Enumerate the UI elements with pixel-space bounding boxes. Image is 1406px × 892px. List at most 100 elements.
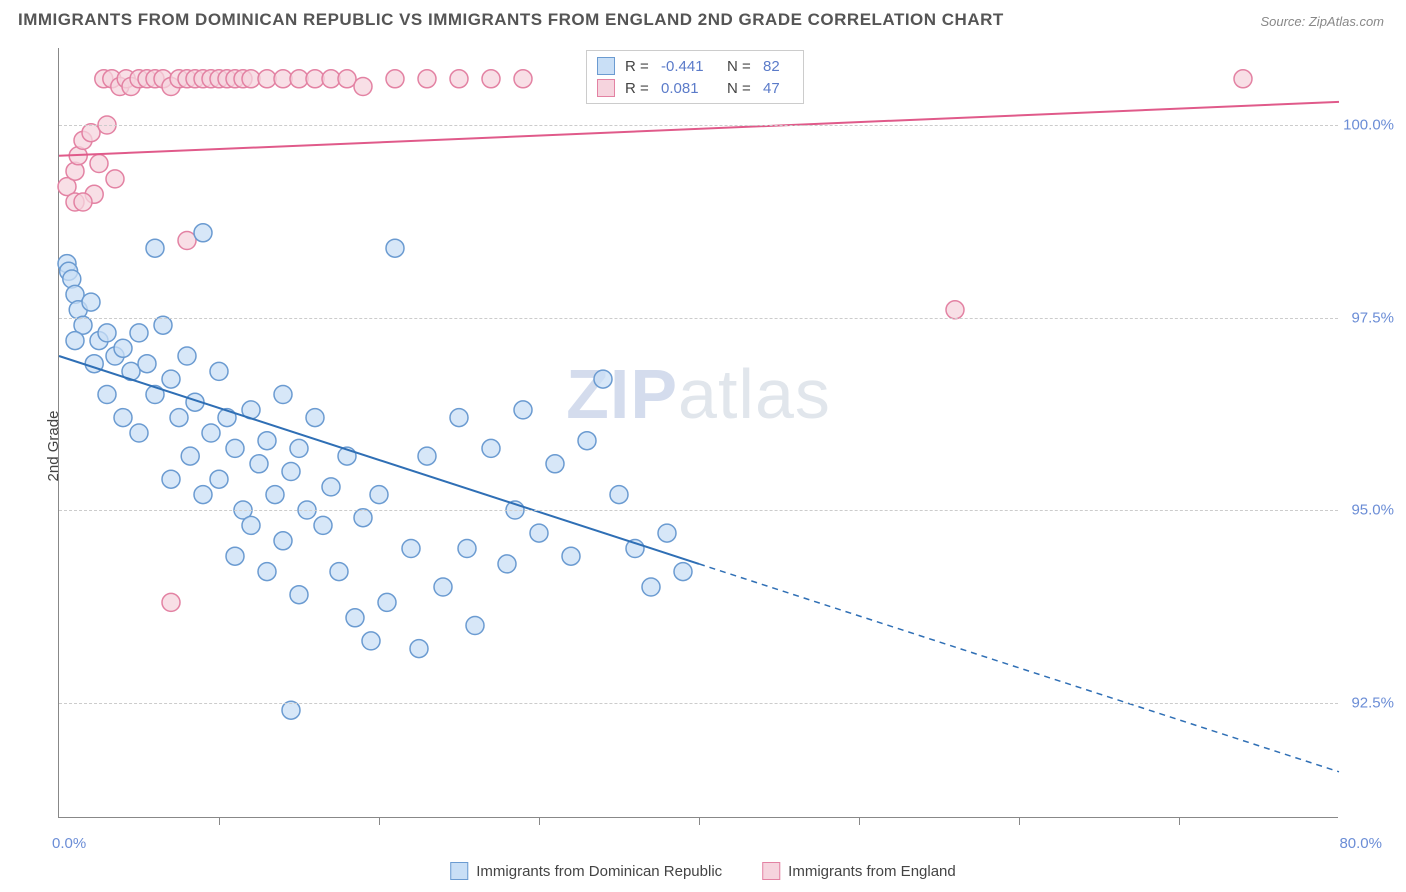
marker-dr	[98, 324, 116, 342]
swatch-dr	[450, 862, 468, 880]
corr-R-label: R =	[625, 58, 655, 75]
corr-R-value-en: 0.081	[661, 80, 721, 97]
xtick	[219, 817, 220, 825]
marker-en	[106, 170, 124, 188]
marker-en	[482, 70, 500, 88]
xlim-min-label: 0.0%	[52, 835, 86, 852]
marker-dr	[210, 470, 228, 488]
marker-dr	[194, 486, 212, 504]
marker-dr	[114, 409, 132, 427]
marker-dr	[658, 524, 676, 542]
marker-dr	[314, 516, 332, 534]
legend-label-dr: Immigrants from Dominican Republic	[476, 863, 722, 880]
chart-svg	[59, 48, 1338, 817]
xtick	[1019, 817, 1020, 825]
marker-dr	[266, 486, 284, 504]
marker-dr	[210, 362, 228, 380]
marker-dr	[194, 224, 212, 242]
swatch-en	[762, 862, 780, 880]
marker-dr	[378, 593, 396, 611]
marker-dr	[610, 486, 628, 504]
marker-dr	[370, 486, 388, 504]
marker-dr	[530, 524, 548, 542]
marker-dr	[282, 463, 300, 481]
marker-dr	[130, 424, 148, 442]
marker-dr	[282, 701, 300, 719]
corr-N-label: N =	[727, 58, 757, 75]
marker-dr	[170, 409, 188, 427]
marker-dr	[130, 324, 148, 342]
marker-en	[90, 155, 108, 173]
marker-dr	[546, 455, 564, 473]
marker-dr	[138, 355, 156, 373]
marker-dr	[514, 401, 532, 419]
marker-en	[450, 70, 468, 88]
xtick	[539, 817, 540, 825]
marker-en	[338, 70, 356, 88]
marker-dr	[578, 432, 596, 450]
marker-dr	[242, 516, 260, 534]
marker-dr	[258, 432, 276, 450]
marker-dr	[330, 563, 348, 581]
marker-dr	[450, 409, 468, 427]
marker-dr	[466, 617, 484, 635]
corr-swatch-en	[597, 79, 615, 97]
ytick-label: 92.5%	[1351, 694, 1394, 711]
marker-dr	[498, 555, 516, 573]
marker-en	[514, 70, 532, 88]
marker-en	[82, 124, 100, 142]
xtick	[379, 817, 380, 825]
marker-dr	[114, 339, 132, 357]
marker-dr	[410, 640, 428, 658]
marker-dr	[346, 609, 364, 627]
marker-dr	[290, 439, 308, 457]
chart-source: Source: ZipAtlas.com	[1260, 14, 1384, 29]
marker-dr	[178, 347, 196, 365]
xtick	[699, 817, 700, 825]
corr-N-value-dr: 82	[763, 58, 793, 75]
marker-dr	[162, 370, 180, 388]
marker-dr	[181, 447, 199, 465]
corr-R-value-dr: -0.441	[661, 58, 721, 75]
marker-en	[162, 593, 180, 611]
marker-dr	[434, 578, 452, 596]
ytick-label: 100.0%	[1343, 117, 1394, 134]
correlation-box: R =-0.441N =82R =0.081N =47	[586, 50, 804, 104]
marker-dr	[642, 578, 660, 596]
marker-dr	[202, 424, 220, 442]
corr-R-label: R =	[625, 80, 655, 97]
corr-swatch-dr	[597, 57, 615, 75]
marker-en	[1234, 70, 1252, 88]
marker-dr	[66, 332, 84, 350]
xtick	[1179, 817, 1180, 825]
marker-en	[74, 193, 92, 211]
marker-dr	[298, 501, 316, 519]
corr-N-label: N =	[727, 80, 757, 97]
marker-en	[418, 70, 436, 88]
marker-dr	[674, 563, 692, 581]
marker-dr	[82, 293, 100, 311]
legend-item-en: Immigrants from England	[762, 862, 956, 880]
xlim-max-label: 80.0%	[1339, 835, 1382, 852]
marker-dr	[98, 386, 116, 404]
marker-dr	[290, 586, 308, 604]
marker-dr	[402, 540, 420, 558]
marker-dr	[354, 509, 372, 527]
marker-dr	[226, 547, 244, 565]
legend-item-dr: Immigrants from Dominican Republic	[450, 862, 722, 880]
legend-label-en: Immigrants from England	[788, 863, 956, 880]
marker-dr	[562, 547, 580, 565]
marker-en	[386, 70, 404, 88]
marker-dr	[322, 478, 340, 496]
marker-dr	[418, 447, 436, 465]
marker-dr	[274, 386, 292, 404]
marker-dr	[274, 532, 292, 550]
chart-title: IMMIGRANTS FROM DOMINICAN REPUBLIC VS IM…	[18, 10, 1004, 30]
xtick	[859, 817, 860, 825]
marker-en	[354, 78, 372, 96]
marker-dr	[162, 470, 180, 488]
marker-dr	[386, 239, 404, 257]
marker-dr	[594, 370, 612, 388]
marker-en	[946, 301, 964, 319]
marker-dr	[306, 409, 324, 427]
